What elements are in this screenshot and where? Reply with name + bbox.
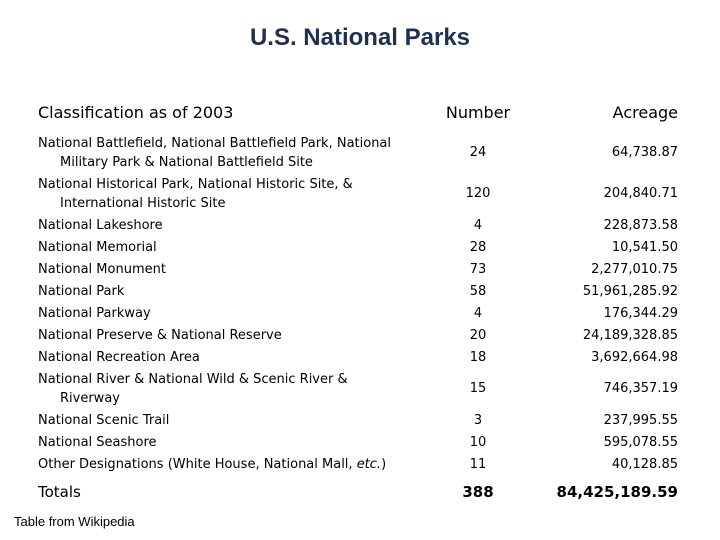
row-classification-line: National Battlefield, National Battlefie… <box>38 135 392 151</box>
table-row: National Preserve & National Reserve 20 … <box>38 324 678 346</box>
row-acreage: 746,357.19 <box>603 381 678 396</box>
row-classification-line: International Historic Site <box>60 195 226 211</box>
totals-row: Totals 388 84,425,189.59 <box>38 479 678 505</box>
row-classification: National Lakeshore <box>38 217 163 233</box>
row-classification: National Seashore <box>38 434 157 450</box>
row-classification-close: ) <box>381 456 387 472</box>
row-acreage: 64,738.87 <box>611 145 678 160</box>
row-classification: National Preserve & National Reserve <box>38 327 282 343</box>
row-classification: National Recreation Area <box>38 349 200 365</box>
row-number: 15 <box>469 381 487 396</box>
row-number: 24 <box>469 145 487 160</box>
header-number: Number <box>445 102 511 122</box>
table-row: National Lakeshore 4 228,873.58 <box>38 214 678 236</box>
header-classification: Classification as of 2003 <box>38 102 234 122</box>
page-title: U.S. National Parks <box>249 24 471 51</box>
table-row: National Historical Park, National Histo… <box>38 173 678 214</box>
table-row: National Memorial 28 10,541.50 <box>38 236 678 258</box>
row-number: 4 <box>473 217 483 233</box>
table-row: National River & National Wild & Scenic … <box>38 368 678 409</box>
totals-number: 388 <box>462 483 494 501</box>
row-number: 10 <box>469 434 487 450</box>
table-row: National Monument 73 2,277,010.75 <box>38 258 678 280</box>
row-acreage: 228,873.58 <box>603 217 678 233</box>
table-row: National Scenic Trail 3 237,995.55 <box>38 409 678 431</box>
row-classification-line: National River & National Wild & Scenic … <box>38 371 348 387</box>
row-classification-etc: etc. <box>356 456 382 472</box>
row-number: 18 <box>469 349 487 365</box>
row-number: 73 <box>469 261 487 277</box>
totals-acreage: 84,425,189.59 <box>556 483 678 501</box>
row-number: 120 <box>465 186 491 201</box>
row-number: 28 <box>469 239 487 255</box>
row-classification: National Historical Park, National Histo… <box>38 175 408 213</box>
row-acreage: 2,277,010.75 <box>591 261 678 277</box>
row-classification-line: Military Park & National Battlefield Sit… <box>60 154 313 170</box>
row-acreage: 51,961,285.92 <box>582 283 678 299</box>
row-classification: National Scenic Trail <box>38 412 170 428</box>
table-row: National Recreation Area 18 3,692,664.98 <box>38 346 678 368</box>
totals-label: Totals <box>38 483 81 501</box>
row-classification: National Battlefield, National Battlefie… <box>38 134 408 172</box>
row-classification: National River & National Wild & Scenic … <box>38 370 408 408</box>
row-acreage: 204,840.71 <box>603 186 678 201</box>
row-acreage: 595,078.55 <box>603 434 678 450</box>
table-row: National Parkway 4 176,344.29 <box>38 302 678 324</box>
row-acreage: 176,344.29 <box>603 305 678 321</box>
table-row: National Park 58 51,961,285.92 <box>38 280 678 302</box>
row-classification-line: Riverway <box>60 390 120 406</box>
table-row: National Battlefield, National Battlefie… <box>38 132 678 173</box>
row-classification: National Monument <box>38 261 166 277</box>
table-row: National Seashore 10 595,078.55 <box>38 431 678 453</box>
row-classification: National Memorial <box>38 239 157 255</box>
row-classification: Other Designations (White House, Nationa… <box>38 457 408 472</box>
row-number: 11 <box>469 456 487 472</box>
table-row: Other Designations (White House, Nationa… <box>38 453 678 475</box>
header-acreage: Acreage <box>612 102 678 122</box>
row-classification-line: National Historical Park, National Histo… <box>38 176 353 192</box>
row-acreage: 3,692,664.98 <box>591 349 678 365</box>
row-number: 58 <box>469 283 487 299</box>
row-classification: National Parkway <box>38 305 151 321</box>
row-acreage: 40,128.85 <box>611 456 678 472</box>
row-acreage: 10,541.50 <box>611 239 678 255</box>
parks-table: Classification as of 2003 Number Acreage… <box>38 100 678 505</box>
source-caption: Table from Wikipedia <box>14 514 135 529</box>
row-number: 3 <box>473 412 483 428</box>
row-number: 4 <box>473 305 483 321</box>
row-classification-text: Other Designations (White House, Nationa… <box>38 456 357 472</box>
row-acreage: 237,995.55 <box>603 412 678 428</box>
row-number: 20 <box>469 327 487 343</box>
row-classification: National Park <box>38 283 125 299</box>
table-header: Classification as of 2003 Number Acreage <box>38 100 678 124</box>
row-acreage: 24,189,328.85 <box>582 327 678 343</box>
